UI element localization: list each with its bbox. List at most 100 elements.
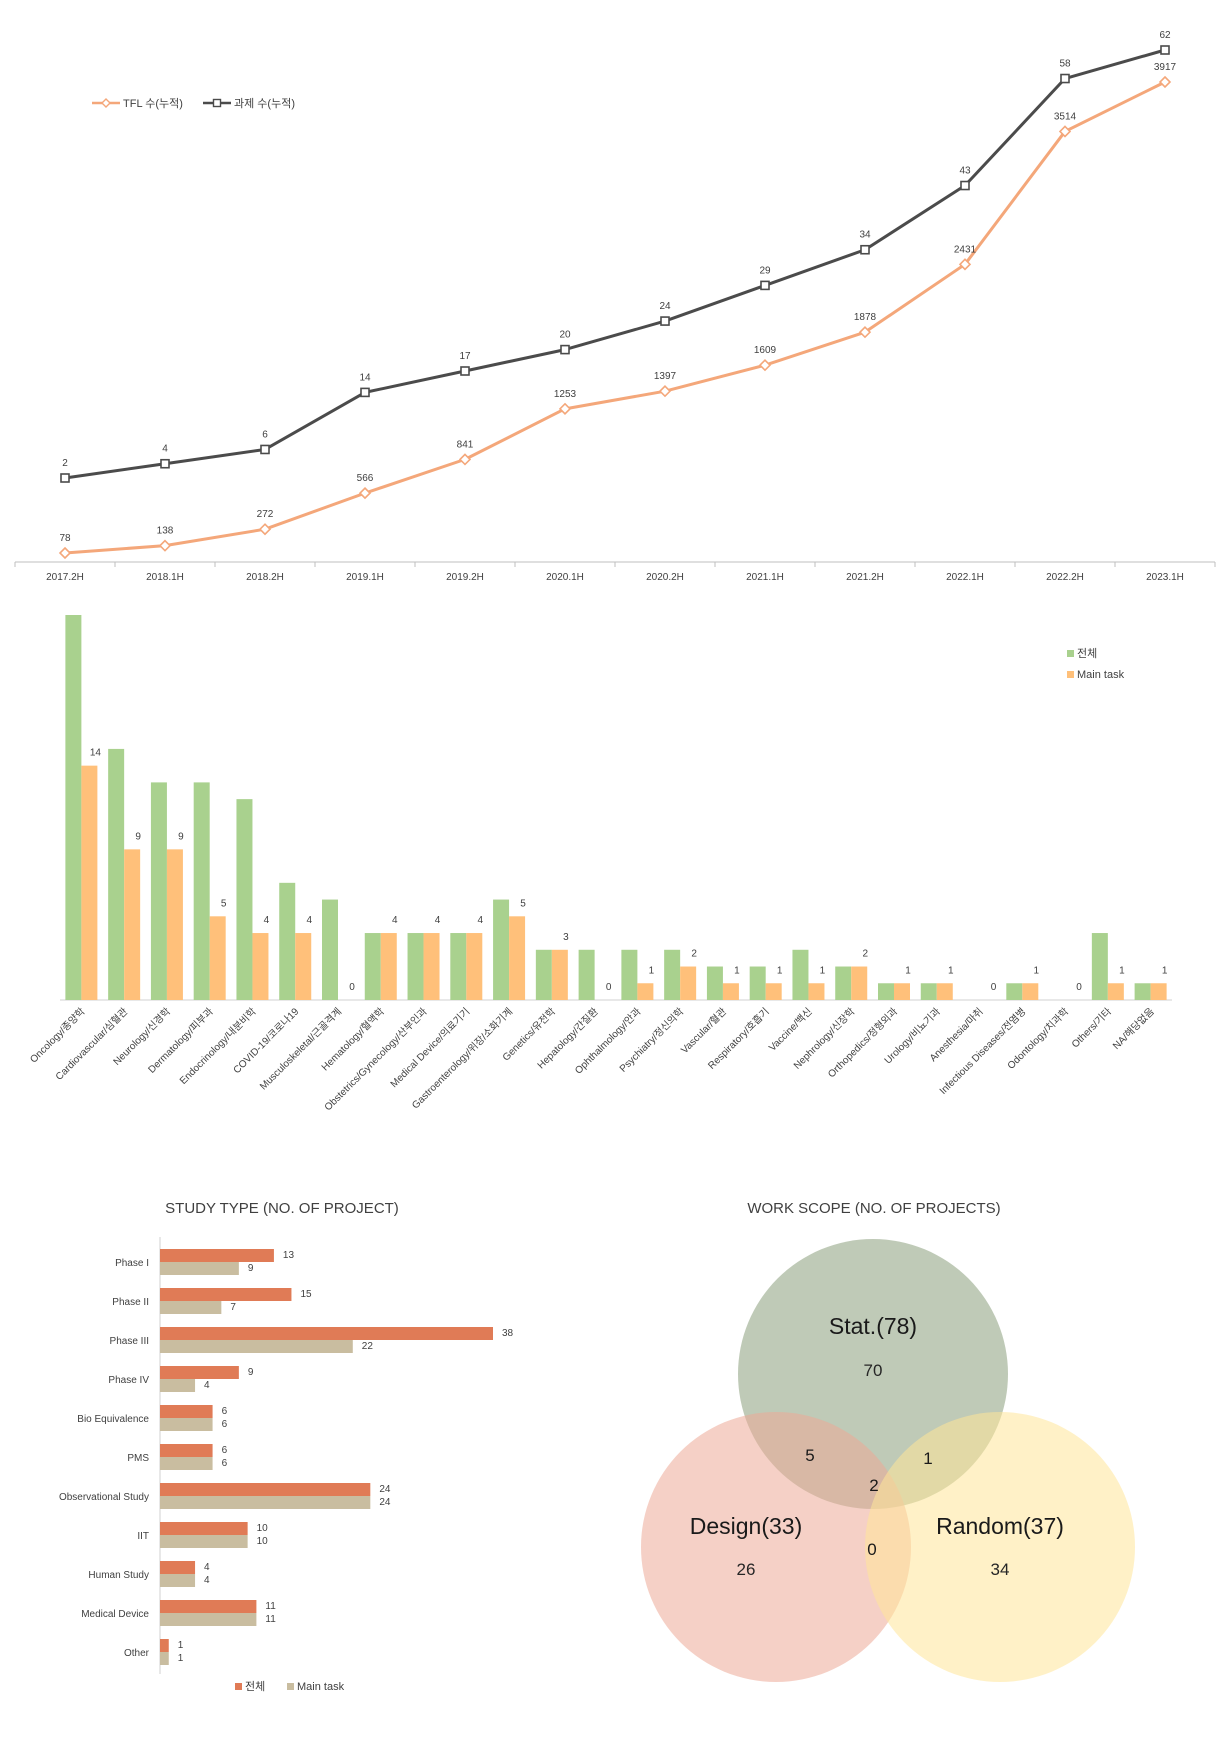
main-task-data-label: 0 <box>349 982 355 993</box>
y-tick-label: PMS <box>127 1453 149 1464</box>
project-point <box>160 458 170 469</box>
tfl-point <box>658 385 672 398</box>
main-task-bar <box>466 933 483 1000</box>
total-data-label: 4 <box>204 1562 210 1573</box>
tfl-point <box>1158 75 1172 89</box>
tfl-point <box>58 546 72 560</box>
total-bar <box>493 899 510 1000</box>
total-bar <box>1134 983 1151 1000</box>
main-task-bar <box>1107 983 1124 1000</box>
project-data-label: 4 <box>162 444 168 455</box>
main-task-data-label: 0 <box>1076 982 1082 993</box>
total-bar <box>160 1288 292 1301</box>
main-task-data-label: 1 <box>1119 965 1125 976</box>
x-tick-label: Medical Device/의료기기 <box>388 1006 472 1090</box>
tfl-data-label: 138 <box>157 526 174 537</box>
main-task-bar <box>851 966 868 1000</box>
tfl-data-label: 272 <box>257 509 274 520</box>
total-bar <box>150 782 167 1000</box>
total-bar <box>160 1600 257 1613</box>
main-task-data-label: 4 <box>392 915 398 926</box>
total-data-label: 38 <box>502 1328 514 1339</box>
x-tick-label: 2020.2H <box>646 572 684 583</box>
x-tick-label: Orthopedics/정형외과 <box>826 1006 901 1081</box>
total-legend-label: 전체 <box>245 1680 265 1693</box>
project-data-label: 62 <box>1159 30 1171 41</box>
tfl-data-label: 3514 <box>1054 111 1077 122</box>
study-type-bar-chart: STUDY TYPE (NO. OF PROJECT) Phase I 13 9 Pha… <box>59 1200 514 1693</box>
main-task-bar <box>380 933 397 1000</box>
main-task-legend-label: Main task <box>297 1681 345 1693</box>
main-task-data-label: 1 <box>905 965 911 976</box>
main-task-data-label: 14 <box>90 748 102 759</box>
total-bar <box>920 983 937 1000</box>
x-tick-label: Cardiovascular/심혈관 <box>52 1005 130 1083</box>
main-task-data-label: 4 <box>478 915 484 926</box>
design-random-count: 0 <box>867 1540 876 1559</box>
main-task-data-label: 1 <box>777 965 783 976</box>
total-data-label: 15 <box>300 1289 312 1300</box>
total-data-label: 24 <box>379 1484 391 1495</box>
main-task-data-label: 1 <box>734 965 740 976</box>
main-task-legend-swatch <box>1067 671 1074 678</box>
project-point <box>460 366 470 376</box>
main-task-bar <box>765 983 782 1000</box>
random-circle <box>865 1412 1135 1682</box>
cumulative-line-chart: 2017.2H 2018.1H 2018.2H 2019.1H 2019.2H 2020.… <box>14 30 1216 583</box>
project-legend-label: 과제 수(누적) <box>234 97 295 110</box>
project-point <box>60 473 70 483</box>
tfl-data-label: 1253 <box>554 389 577 400</box>
main-task-bar <box>160 1613 257 1626</box>
total-bar <box>160 1444 213 1457</box>
total-data-label: 9 <box>248 1367 254 1378</box>
stat-only-count: 70 <box>864 1361 883 1380</box>
project-data-label: 20 <box>559 330 571 341</box>
total-bar <box>364 933 381 1000</box>
total-bar <box>160 1483 371 1496</box>
x-tick-label: 2018.2H <box>246 572 284 583</box>
total-data-label: 11 <box>265 1601 276 1612</box>
tfl-point <box>858 326 872 339</box>
total-bar <box>279 882 296 1000</box>
design-set-label: Design(33) <box>690 1513 803 1539</box>
main-task-bar <box>252 933 269 1000</box>
main-task-data-label: 4 <box>204 1380 210 1391</box>
y-tick-label: Bio Equivalence <box>77 1414 149 1425</box>
total-bar <box>160 1639 169 1652</box>
project-point <box>360 387 370 398</box>
x-tick-label: 2019.2H <box>446 572 484 583</box>
main-task-data-label: 22 <box>362 1341 374 1352</box>
main-task-bar <box>160 1418 213 1431</box>
x-tick-label: 2022.1H <box>946 572 984 583</box>
tfl-data-label: 1397 <box>654 371 677 382</box>
total-bar <box>108 748 125 1000</box>
main-task-bar <box>81 765 98 1000</box>
main-task-bar <box>1150 983 1167 1000</box>
y-tick-label: IIT <box>137 1531 149 1542</box>
total-legend-label: 전체 <box>1077 647 1097 660</box>
main-task-bar <box>160 1652 169 1665</box>
main-task-data-label: 2 <box>862 949 868 960</box>
main-task-bar <box>160 1457 213 1470</box>
tfl-data-label: 566 <box>357 473 374 484</box>
x-tick-label: 2018.1H <box>146 572 184 583</box>
x-tick-label: 2022.2H <box>1046 572 1084 583</box>
project-point <box>760 280 770 291</box>
main-task-bar <box>423 933 440 1000</box>
main-task-data-label: 24 <box>379 1497 391 1508</box>
total-data-label: 10 <box>257 1523 269 1534</box>
total-bar <box>65 615 82 1000</box>
total-bar <box>835 966 852 1000</box>
y-tick-label: Human Study <box>88 1570 149 1581</box>
main-task-data-label: 0 <box>606 982 612 993</box>
main-task-bar <box>160 1574 196 1587</box>
project-legend-marker <box>212 98 222 108</box>
project-data-label: 14 <box>359 372 371 383</box>
main-task-bar <box>509 916 526 1000</box>
tfl-data-label: 3917 <box>1154 62 1177 73</box>
main-task-bar <box>808 983 825 1000</box>
x-tick-label: Vaccine/백신 <box>766 1006 814 1054</box>
project-point <box>1060 73 1070 84</box>
main-task-data-label: 3 <box>563 932 569 943</box>
main-task-legend-label: Main task <box>1077 669 1125 681</box>
